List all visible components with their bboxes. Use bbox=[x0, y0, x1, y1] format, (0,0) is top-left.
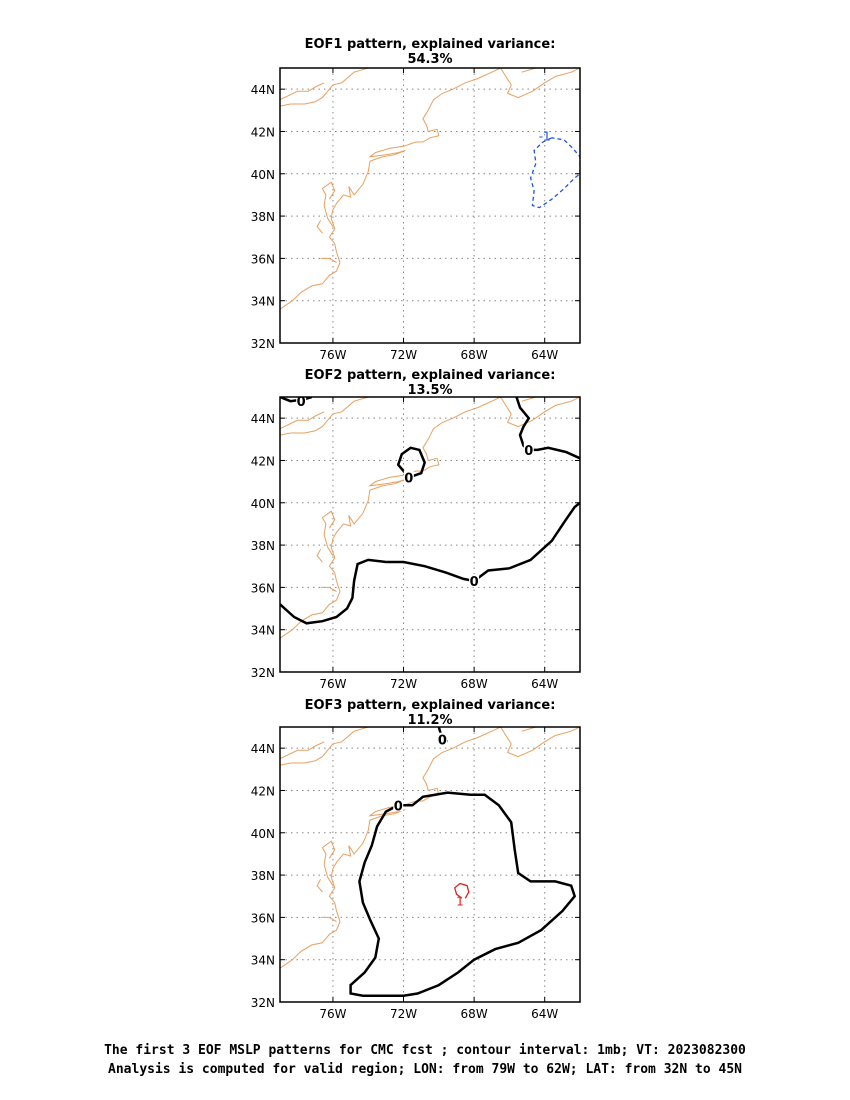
contour-label: 0 bbox=[524, 444, 533, 459]
lat-tick-label: 34N bbox=[251, 624, 275, 638]
lon-tick-label: 68W bbox=[461, 348, 488, 362]
lat-tick-label: 40N bbox=[251, 168, 275, 182]
map-frame bbox=[279, 726, 581, 1003]
lat-tick-label: 38N bbox=[251, 539, 275, 553]
lon-tick-label: 76W bbox=[319, 348, 346, 362]
coastline bbox=[316, 879, 323, 893]
lat-tick-label: 32N bbox=[251, 666, 275, 680]
map-panel-eof1: -1 76W 72W 68W 64W 32N 34N 36N 38N 40N 42N 44N bbox=[251, 67, 581, 362]
lat-tick-label: 36N bbox=[251, 581, 275, 595]
contour-zero bbox=[280, 501, 580, 625]
coastline bbox=[280, 82, 325, 101]
lat-tick-label: 40N bbox=[251, 827, 275, 841]
coastline bbox=[500, 397, 580, 428]
coastline bbox=[280, 411, 325, 430]
lon-tick-label: 76W bbox=[319, 1007, 346, 1021]
caption-line-1: The first 3 EOF MSLP patterns for CMC fc… bbox=[104, 1043, 746, 1058]
coastline bbox=[280, 68, 369, 107]
lat-tick-label: 44N bbox=[251, 412, 275, 426]
lat-tick-label: 40N bbox=[251, 497, 275, 511]
lon-tick-label: 72W bbox=[390, 677, 417, 691]
lat-tick-label: 42N bbox=[251, 125, 275, 139]
lat-tick-label: 38N bbox=[251, 210, 275, 224]
lon-tick-label: 72W bbox=[390, 348, 417, 362]
lat-tick-label: 34N bbox=[251, 295, 275, 309]
coastline bbox=[280, 727, 369, 766]
coastline bbox=[280, 727, 501, 969]
eof-maps: -1 76W 72W 68W 64W 32N 34N 36N 38N 40N 42N 44N 0 0 0 0 7… bbox=[251, 67, 581, 1021]
lat-tick-label: 44N bbox=[251, 742, 275, 756]
lon-tick-label: 68W bbox=[461, 677, 488, 691]
lat-tick-label: 42N bbox=[251, 784, 275, 798]
lat-tick-label: 36N bbox=[251, 911, 275, 925]
coastline bbox=[320, 586, 337, 593]
coastline bbox=[321, 510, 336, 556]
contour-label: 0 bbox=[394, 799, 403, 814]
contour-zero bbox=[396, 446, 427, 479]
map-panel-eof3: 0 0 1 76W 72W 68W 64W 32N 34N 36N 38N 40N 42N 44N bbox=[251, 726, 581, 1021]
contour-label: 0 bbox=[470, 575, 479, 590]
contour-zero bbox=[349, 791, 577, 997]
contour-label: 0 bbox=[438, 734, 447, 749]
panel-title-eof3: EOF3 pattern, explained variance: 11.2% bbox=[304, 698, 556, 728]
coastline bbox=[316, 549, 323, 563]
coastline bbox=[320, 257, 337, 264]
contour-label: -1 bbox=[539, 130, 551, 144]
coastline bbox=[321, 181, 336, 227]
coastline bbox=[280, 68, 501, 310]
lat-tick-label: 34N bbox=[251, 954, 275, 968]
contour-label: 0 bbox=[404, 471, 413, 486]
lon-tick-label: 76W bbox=[319, 677, 346, 691]
coastline bbox=[280, 397, 369, 436]
coastline bbox=[500, 727, 580, 758]
lat-tick-label: 36N bbox=[251, 252, 275, 266]
coastline bbox=[320, 916, 337, 923]
coastline bbox=[321, 840, 336, 886]
lon-tick-label: 72W bbox=[390, 1007, 417, 1021]
contour-zero bbox=[515, 397, 580, 460]
panel-title-eof2: EOF2 pattern, explained variance: 13.5% bbox=[304, 368, 556, 398]
lat-tick-label: 44N bbox=[251, 83, 275, 97]
contour-negative bbox=[529, 137, 580, 209]
lat-tick-label: 32N bbox=[251, 337, 275, 351]
coastline bbox=[280, 741, 325, 760]
caption-line-2: Analysis is computed for valid region; L… bbox=[108, 1062, 742, 1077]
contour-label: 1 bbox=[456, 894, 464, 908]
lat-tick-label: 32N bbox=[251, 996, 275, 1010]
map-panel-eof2: 0 0 0 0 76W 72W 68W 64W 32N 34N 36N 38N 40N 42N 44N bbox=[251, 395, 581, 691]
contour-positive bbox=[453, 882, 470, 899]
lat-tick-label: 42N bbox=[251, 454, 275, 468]
coastline bbox=[316, 220, 323, 234]
contour-label: 0 bbox=[297, 395, 306, 410]
lon-tick-label: 64W bbox=[531, 348, 558, 362]
lon-tick-label: 64W bbox=[531, 1007, 558, 1021]
lat-tick-label: 38N bbox=[251, 869, 275, 883]
coastline bbox=[500, 68, 580, 99]
coastline bbox=[280, 397, 501, 639]
map-frame bbox=[279, 396, 581, 673]
panel-title-eof1: EOF1 pattern, explained variance: 54.3% bbox=[304, 37, 556, 67]
map-frame bbox=[279, 67, 581, 344]
lon-tick-label: 68W bbox=[461, 1007, 488, 1021]
lon-tick-label: 64W bbox=[531, 677, 558, 691]
